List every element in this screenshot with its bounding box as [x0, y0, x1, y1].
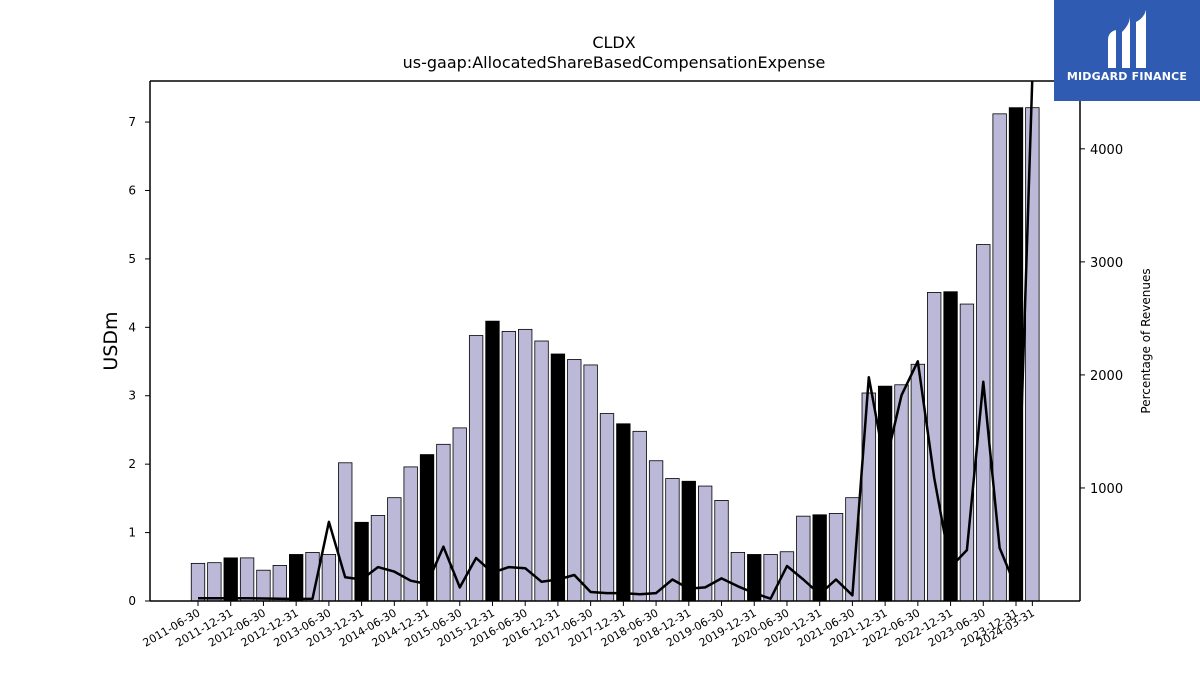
logo-text: MIDGARD FINANCE	[1066, 70, 1188, 83]
bar	[730, 552, 746, 602]
bar	[828, 513, 844, 602]
bar	[550, 353, 566, 602]
line-series	[198, 81, 1034, 601]
bar	[763, 554, 778, 602]
y-tick-label: 3	[128, 389, 136, 403]
bar	[223, 557, 238, 602]
y-tick-label: 4	[128, 320, 136, 334]
bar	[239, 557, 255, 602]
y-tick-label: 7	[128, 115, 136, 129]
y-tick-label: 2	[128, 457, 136, 471]
bar	[812, 514, 827, 602]
bar	[583, 364, 598, 602]
y2-tick-label: 3000	[1090, 256, 1123, 271]
bar	[648, 460, 664, 602]
midgard-logo-icon	[1108, 10, 1146, 68]
y2-tick-label: 2000	[1090, 369, 1123, 384]
bar	[567, 359, 582, 602]
bar	[485, 320, 500, 602]
bar	[518, 328, 533, 602]
bar	[992, 113, 1007, 602]
bar	[370, 515, 386, 602]
y2-axis-label: Percentage of Revenues	[1139, 268, 1153, 413]
brand-logo: MIDGARD FINANCE	[1054, 0, 1200, 101]
y-tick-label: 5	[128, 252, 136, 266]
bar	[796, 515, 811, 602]
chart-title: CLDX	[592, 33, 635, 52]
bar	[877, 385, 893, 602]
bar	[943, 291, 958, 602]
bar	[256, 569, 271, 602]
bar	[1008, 107, 1024, 602]
bar	[714, 500, 729, 602]
bar-series	[190, 107, 1040, 602]
chart-subtitle: us-gaap:AllocatedShareBasedCompensationE…	[403, 53, 826, 72]
y-tick-label: 0	[128, 594, 136, 608]
bar	[501, 331, 516, 602]
series-line	[198, 81, 1034, 601]
bar	[534, 340, 549, 602]
bar	[321, 554, 337, 602]
bar	[616, 423, 631, 602]
bar	[681, 480, 696, 602]
bar	[354, 521, 369, 602]
bar	[419, 454, 435, 602]
bar	[1025, 107, 1040, 602]
bar	[599, 413, 615, 602]
y-tick-label: 1	[128, 526, 136, 540]
y-axis-label: USDm	[100, 311, 122, 370]
bar	[190, 562, 206, 602]
bar	[436, 443, 451, 602]
y-axis-ticks: 0 1 2 3 4 5 6 7	[128, 115, 150, 608]
bar	[289, 554, 304, 602]
bar	[387, 497, 402, 602]
bar	[207, 562, 222, 602]
bar	[632, 430, 647, 602]
bar	[272, 565, 287, 602]
y2-tick-label: 1000	[1090, 482, 1123, 497]
axes	[149, 80, 1081, 602]
x-axis-ticks: 2011-06-302011-12-312012-06-302012-12-31…	[141, 601, 1037, 650]
bar	[338, 462, 353, 602]
y-tick-label: 6	[128, 183, 136, 197]
y2-tick-label: 4000	[1090, 143, 1123, 158]
y2-axis-ticks: 1000 2000 3000 4000	[1080, 143, 1123, 497]
